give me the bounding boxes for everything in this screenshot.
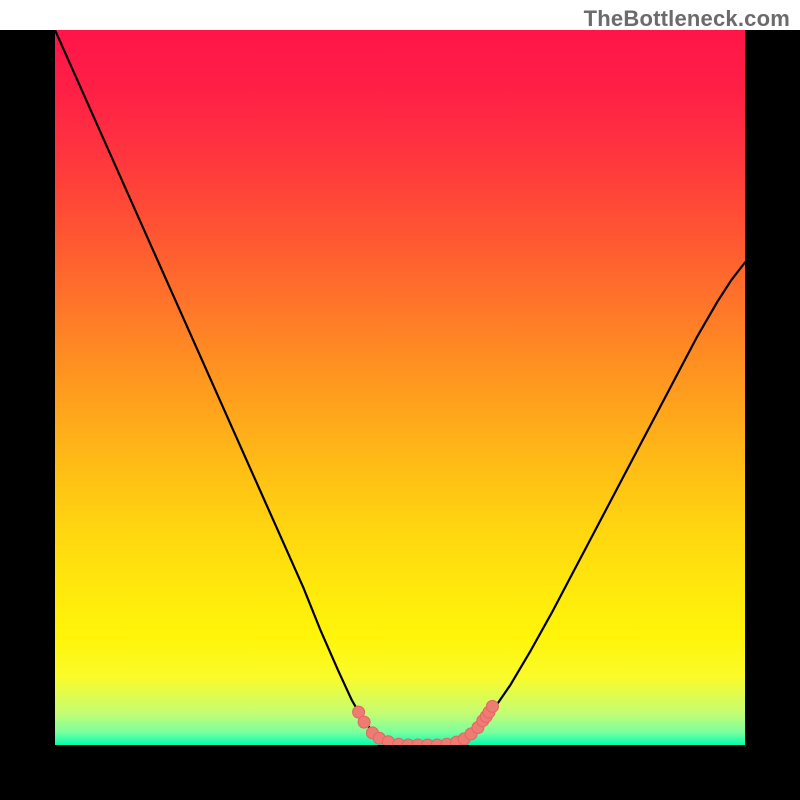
marker-dot [486,700,498,712]
watermark-text: TheBottleneck.com [584,6,790,32]
bottleneck-chart-svg [0,0,800,800]
frame-right [745,30,800,800]
chart-container: TheBottleneck.com [0,0,800,800]
frame-bottom [0,745,800,800]
marker-dot [358,716,370,728]
gradient-background [55,30,745,745]
frame-left [0,30,55,800]
